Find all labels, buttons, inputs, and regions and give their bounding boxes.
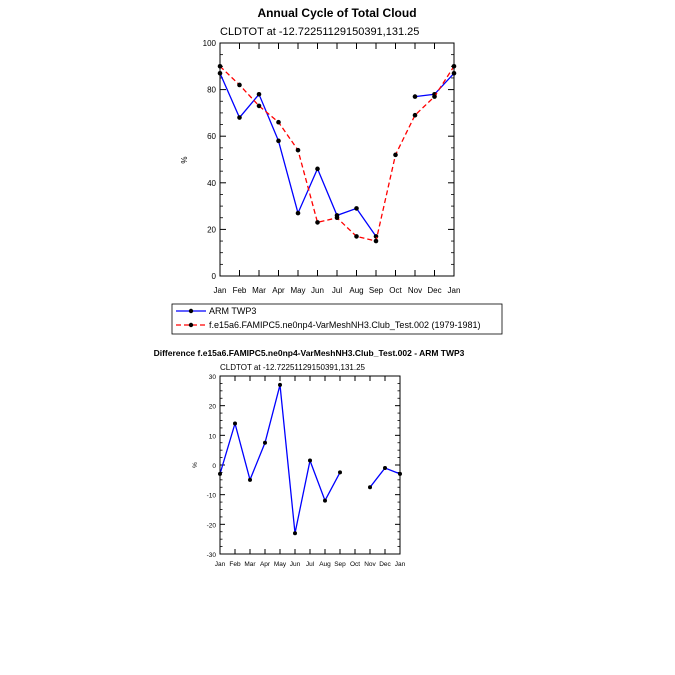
x-tick-label: Jan	[448, 286, 461, 295]
x-tick-label: Dec	[427, 286, 441, 295]
chart2-plot-frame	[219, 375, 401, 555]
data-point	[256, 91, 262, 97]
y-tick-label: 30	[209, 374, 217, 381]
data-point	[383, 465, 387, 470]
x-tick-label: Nov	[364, 561, 376, 568]
data-point	[293, 531, 297, 536]
x-tick-label: Apr	[260, 561, 271, 568]
x-tick-label: Jan	[214, 286, 227, 295]
y-tick-label: 20	[209, 404, 217, 411]
data-point	[412, 94, 418, 99]
y-tick-label: 0	[212, 272, 217, 281]
x-tick-label: Nov	[408, 286, 422, 295]
x-tick-label: Apr	[272, 286, 285, 295]
data-point	[308, 458, 312, 463]
data-point	[276, 119, 281, 125]
x-tick-label: Jan	[395, 561, 406, 568]
x-tick-label: Sep	[369, 286, 384, 295]
data-point	[323, 498, 327, 503]
x-tick-label: Aug	[349, 286, 363, 295]
data-point	[354, 206, 359, 211]
data-point	[373, 234, 379, 239]
data-point	[278, 382, 282, 387]
legend-marker-arm	[188, 308, 194, 314]
y-tick-label: 10	[209, 433, 217, 440]
chart1-subtitle: CLDTOT at -12.72251129150391,131.25	[220, 26, 419, 38]
chart1-ylabel: %	[180, 156, 189, 163]
data-point	[338, 470, 342, 475]
x-tick-label: Mar	[252, 286, 266, 295]
x-tick-label: Jan	[215, 561, 226, 568]
data-point	[315, 220, 320, 225]
y-tick-label: 80	[207, 86, 216, 95]
legend-label-model: f.e15a6.FAMIPC5.ne0np4-VarMeshNH3.Club_T…	[209, 320, 481, 330]
chart1-legend: ARM TWP3 f.e15a6.FAMIPC5.ne0np4-VarMeshN…	[171, 303, 503, 335]
x-tick-label: Jul	[306, 561, 315, 568]
y-tick-label: 20	[207, 225, 216, 234]
legend-label-arm: ARM TWP3	[209, 306, 256, 316]
x-tick-label: Dec	[379, 561, 391, 568]
legend-marker-model	[188, 322, 194, 328]
x-tick-label: Jun	[311, 286, 324, 295]
chart2-title: Difference f.e15a6.FAMIPC5.ne0np4-VarMes…	[154, 348, 465, 358]
data-point	[276, 138, 281, 144]
data-point	[373, 238, 379, 244]
x-tick-label: Jul	[332, 286, 342, 295]
x-tick-label: Aug	[319, 561, 331, 568]
x-tick-label: Oct	[389, 286, 402, 295]
y-tick-label: 40	[207, 179, 216, 188]
y-tick-label: -30	[207, 552, 217, 559]
chart1-series	[217, 64, 457, 244]
data-point	[412, 112, 418, 118]
data-point	[248, 477, 252, 482]
data-point	[432, 94, 437, 99]
x-tick-label: Feb	[233, 286, 247, 295]
chart2-ylabel: %	[192, 462, 199, 468]
chart1-ticks: 0 20 40 60 80 100 Jan Feb Mar Apr May Jun Jul Aug Sep O…	[203, 39, 461, 295]
x-tick-label: May	[274, 561, 287, 568]
data-point	[233, 421, 237, 426]
data-point	[237, 115, 242, 120]
x-tick-label: Feb	[229, 561, 241, 568]
y-tick-label: -10	[207, 493, 217, 500]
x-tick-label: Mar	[244, 561, 256, 568]
data-point	[295, 210, 301, 216]
data-point	[263, 440, 267, 445]
y-tick-label: -20	[207, 522, 217, 529]
data-point	[368, 485, 372, 490]
y-tick-label: 60	[207, 132, 216, 141]
data-point	[295, 147, 301, 153]
data-point	[256, 103, 262, 109]
y-tick-label: 0	[212, 463, 216, 470]
series-line	[369, 467, 401, 488]
data-point	[315, 166, 320, 172]
data-point	[237, 82, 242, 88]
chart2-series	[218, 382, 402, 536]
legend-box	[171, 303, 503, 335]
x-tick-label: May	[290, 286, 305, 295]
x-tick-label: Oct	[350, 561, 360, 568]
data-point	[393, 152, 398, 158]
series-line	[219, 384, 341, 534]
x-tick-label: Jun	[290, 561, 301, 568]
chart1-plot-frame	[219, 42, 455, 277]
data-point	[334, 215, 340, 221]
chart1-title: Annual Cycle of Total Cloud	[257, 6, 416, 20]
chart2-subtitle: CLDTOT at -12.72251129150391,131.25	[220, 363, 366, 372]
x-tick-label: Sep	[334, 561, 346, 568]
data-point	[354, 234, 359, 239]
y-tick-label: 100	[203, 39, 217, 48]
